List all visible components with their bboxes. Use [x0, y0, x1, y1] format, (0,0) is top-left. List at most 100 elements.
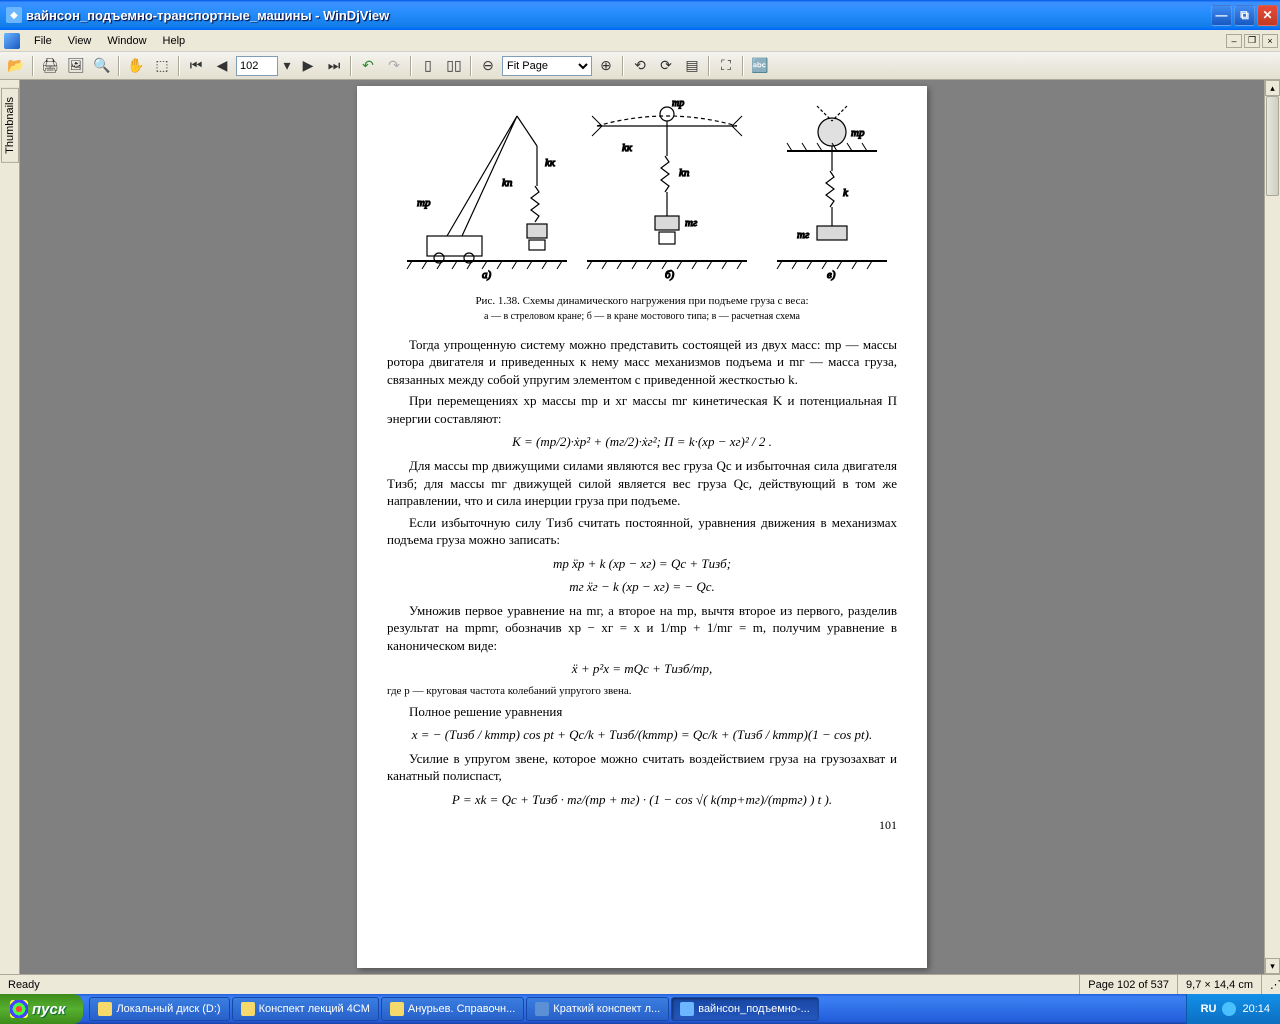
svg-text:mг: mг [797, 229, 810, 241]
svg-text:k: k [843, 187, 849, 199]
figure-1-38: mр kп kк a) mр [387, 96, 897, 286]
zoom-in-button[interactable]: ⊕ [594, 54, 618, 78]
taskbar-item[interactable]: Локальный диск (D:) [89, 997, 229, 1021]
minimize-button[interactable]: — [1211, 5, 1232, 26]
statusbar: Ready Page 102 of 537 9,7 × 14,4 cm ⋰ [0, 974, 1280, 994]
menubar: File View Window Help – ❐ × [0, 30, 1280, 52]
svg-text:mр: mр [672, 98, 684, 109]
mdi-controls: – ❐ × [1226, 34, 1278, 48]
view-single-button[interactable]: ▤ [680, 54, 704, 78]
taskbar: пуск Локальный диск (D:) Конспект лекций … [0, 994, 1280, 1024]
taskbar-item[interactable]: Конспект лекций 4СМ [232, 997, 379, 1021]
last-page-button[interactable]: ⏭ [322, 54, 346, 78]
start-button[interactable]: пуск [0, 994, 83, 1024]
window-titlebar: ◆ вайнсон_подъемно-транспортные_машины -… [0, 0, 1280, 30]
prev-page-button[interactable]: ◀ [210, 54, 234, 78]
figure-caption-sub: а — в стреловом кране; б — в кране мосто… [484, 311, 800, 322]
taskbar-item-icon [680, 1002, 694, 1016]
paragraph: Для массы mр движущими силами являются в… [387, 457, 897, 510]
taskbar-items: Локальный диск (D:) Конспект лекций 4СМ Ан… [83, 996, 1185, 1022]
svg-text:kк: kк [545, 157, 556, 169]
nav-forward-button[interactable]: ↷ [382, 54, 406, 78]
paragraph: Умножив первое уравнение на mг, а второе… [387, 602, 897, 655]
taskbar-item-label: Краткий конспект л... [553, 1003, 660, 1015]
paragraph: Тогда упрощенную систему можно представи… [387, 336, 897, 389]
layout-continuous-button[interactable]: ▯ [416, 54, 440, 78]
rotate-left-button[interactable]: ⟲ [628, 54, 652, 78]
taskbar-item[interactable]: Краткий конспект л... [526, 997, 669, 1021]
status-resize-grip[interactable]: ⋰ [1262, 975, 1280, 994]
paragraph: Если избыточную силу Tизб считать постоя… [387, 514, 897, 549]
taskbar-item-icon [390, 1002, 404, 1016]
clock: 20:14 [1242, 1003, 1270, 1015]
find-button[interactable]: 🔍 [90, 54, 114, 78]
layout-facing-button[interactable]: ▯▯ [442, 54, 466, 78]
taskbar-item[interactable]: вайнсон_подъемно-... [671, 997, 819, 1021]
language-indicator[interactable]: RU [1201, 1003, 1217, 1015]
zoom-select[interactable]: Fit Page [502, 56, 592, 76]
svg-text:mг: mг [685, 217, 698, 229]
thumbnails-tab[interactable]: Thumbnails [1, 88, 19, 163]
svg-text:kп: kп [502, 177, 513, 189]
taskbar-item[interactable]: Анурьев. Справочн... [381, 997, 524, 1021]
vertical-scrollbar[interactable]: ▴ ▾ [1264, 80, 1280, 974]
mdi-close-button[interactable]: × [1262, 34, 1278, 48]
svg-text:a): a) [482, 269, 492, 281]
taskbar-item-label: вайнсон_подъемно-... [698, 1003, 810, 1015]
taskbar-item-label: Конспект лекций 4СМ [259, 1003, 370, 1015]
equation: mг ẍг − k (xр − xг) = − Qс. [387, 578, 897, 596]
menu-help[interactable]: Help [155, 33, 194, 49]
scroll-thumb[interactable] [1266, 96, 1279, 196]
equation: x = − (Tизб / kmmр) cos pt + Qс/k + Tизб… [387, 726, 897, 744]
fullscreen-button[interactable]: ⛶ [714, 54, 738, 78]
mdi-minimize-button[interactable]: – [1226, 34, 1242, 48]
rotate-right-button[interactable]: ⟳ [654, 54, 678, 78]
open-button[interactable]: 📂 [4, 54, 28, 78]
taskbar-item-icon [241, 1002, 255, 1016]
svg-text:mр: mр [417, 197, 431, 209]
first-page-button[interactable]: ⏮ [184, 54, 208, 78]
paragraph: При перемещениях xр массы mр и xг массы … [387, 392, 897, 427]
taskbar-item-icon [98, 1002, 112, 1016]
status-ready: Ready [0, 975, 1080, 994]
equation: K = (mр/2)·ẋр² + (mг/2)·ẋг²; П = k·(xр −… [387, 433, 897, 451]
zoom-out-button[interactable]: ⊖ [476, 54, 500, 78]
svg-text:kк: kк [622, 142, 633, 154]
mdi-restore-button[interactable]: ❐ [1244, 34, 1260, 48]
document-viewport[interactable]: mр kп kк a) mр [20, 80, 1264, 974]
close-button[interactable]: ✕ [1257, 5, 1278, 26]
svg-text:б): б) [665, 269, 675, 281]
scroll-down-button[interactable]: ▾ [1265, 958, 1280, 974]
page-number-printed: 101 [387, 817, 897, 833]
equation: mр ẍр + k (xр − xг) = Qс + Tизб; [387, 555, 897, 573]
figure-caption-main: Рис. 1.38. Схемы динамического нагружени… [475, 295, 808, 307]
paragraph: Усилие в упругом звене, которое можно сч… [387, 750, 897, 785]
where-clause: где p — круговая частота колебаний упруг… [387, 684, 897, 699]
menu-window[interactable]: Window [99, 33, 154, 49]
dictionary-button[interactable]: 🔤 [748, 54, 772, 78]
document-page: mр kп kк a) mр [357, 86, 927, 968]
menu-file[interactable]: File [26, 33, 60, 49]
page-number-input[interactable] [236, 56, 278, 76]
export-button[interactable]: 🖼 [64, 54, 88, 78]
menu-view[interactable]: View [60, 33, 100, 49]
select-tool-button[interactable]: ⬚ [150, 54, 174, 78]
tray-icon[interactable] [1222, 1002, 1236, 1016]
system-tray: RU 20:14 [1186, 994, 1280, 1024]
nav-back-button[interactable]: ↶ [356, 54, 380, 78]
app-icon: ◆ [6, 7, 22, 23]
taskbar-item-label: Локальный диск (D:) [116, 1003, 220, 1015]
toolbar: 📂 🖨 🖼 🔍 ✋ ⬚ ⏮ ◀ ▾ ▶ ⏭ ↶ ↷ ▯ ▯▯ ⊖ Fit Pag… [0, 52, 1280, 80]
svg-text:в): в) [827, 269, 836, 281]
page-dropdown-button[interactable]: ▾ [280, 54, 294, 78]
print-button[interactable]: 🖨 [38, 54, 62, 78]
taskbar-item-icon [535, 1002, 549, 1016]
main-area: Thumbnails [0, 80, 1280, 974]
menubar-icon [4, 33, 20, 49]
next-page-button[interactable]: ▶ [296, 54, 320, 78]
hand-tool-button[interactable]: ✋ [124, 54, 148, 78]
svg-text:mр: mр [851, 127, 865, 139]
scroll-up-button[interactable]: ▴ [1265, 80, 1280, 96]
maximize-button[interactable]: ⧉ [1234, 5, 1255, 26]
paragraph: Полное решение уравнения [387, 703, 897, 721]
